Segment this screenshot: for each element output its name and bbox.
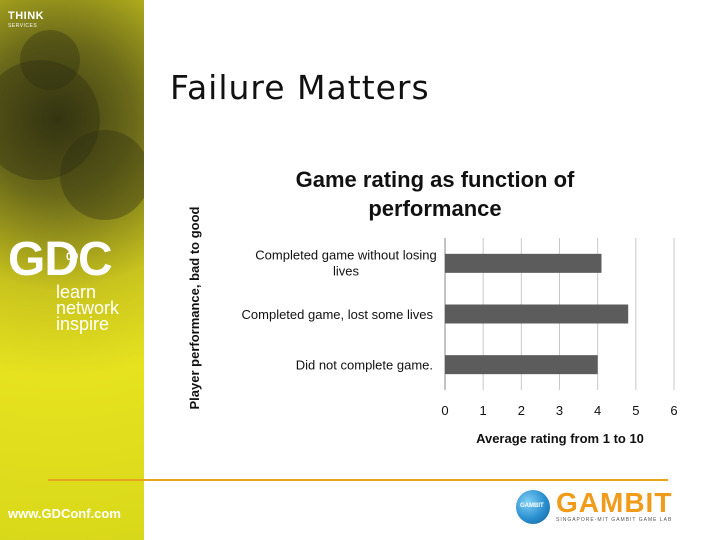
think-logo: THINK xyxy=(8,10,45,22)
chart: Game rating as function of performance 0 1 2… xyxy=(175,150,690,455)
conference-url: www.GDConf.com xyxy=(8,506,121,521)
bar xyxy=(445,304,629,324)
x-tick-label: 0 xyxy=(441,403,448,418)
footer-divider xyxy=(48,479,668,481)
x-tick-label: 6 xyxy=(670,403,677,418)
think-logo-sub: SERVICES xyxy=(8,23,38,29)
category-label: Did not complete game. xyxy=(296,358,433,373)
chart-svg: Game rating as function of performance 0 1 2… xyxy=(187,167,678,446)
x-tick-label: 2 xyxy=(518,403,525,418)
x-tick-label: 3 xyxy=(556,403,563,418)
sidebar-shade xyxy=(60,130,144,220)
sidebar: THINK SERVICES GDC 09 learn network insp… xyxy=(0,0,144,540)
x-tick-label: 1 xyxy=(480,403,487,418)
category-label: Completed game, lost some lives xyxy=(242,307,434,322)
slide-title: Failure Matters xyxy=(170,68,430,107)
x-tick-label: 5 xyxy=(632,403,639,418)
tagline-inspire: inspire xyxy=(56,314,110,334)
gambit-badge-text: GAMBIT xyxy=(520,503,544,509)
chart-title-line-1: Game rating as function of xyxy=(296,167,575,192)
tagline: learn network inspire xyxy=(56,282,120,334)
tagline-network: network xyxy=(56,298,120,318)
chart-title-line-2: performance xyxy=(368,196,501,221)
gdc-year: 09 xyxy=(66,251,79,263)
bar xyxy=(445,355,598,375)
gdc-logo: GDC xyxy=(8,233,113,286)
sidebar-shade xyxy=(20,30,80,90)
bar xyxy=(445,253,602,273)
gambit-badge-icon: GAMBIT xyxy=(516,490,550,524)
category-label-cont: lives xyxy=(333,263,360,278)
gambit-logo-text: GAMBIT xyxy=(556,487,673,518)
x-tick-label: 4 xyxy=(594,403,601,418)
sidebar-shade xyxy=(0,60,100,180)
tagline-learn: learn xyxy=(56,282,97,302)
y-axis-label: Player performance, bad to good xyxy=(187,206,202,409)
category-label: Completed game without losing xyxy=(255,247,436,262)
x-axis-label: Average rating from 1 to 10 xyxy=(476,431,644,446)
gambit-logo-subtext: SINGAPORE-MIT GAMBIT GAME LAB xyxy=(556,517,673,523)
gambit-logo: GAMBIT GAMBIT SINGAPORE-MIT GAMBIT GAME … xyxy=(516,488,676,528)
